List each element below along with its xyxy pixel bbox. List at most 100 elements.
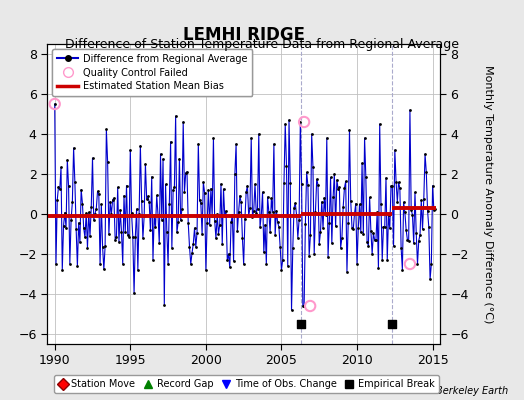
Point <box>354 225 363 231</box>
Point <box>379 223 388 230</box>
Point <box>326 174 335 181</box>
Point <box>309 164 317 170</box>
Point <box>192 244 200 250</box>
Point <box>121 229 129 236</box>
Point <box>208 212 216 219</box>
Point <box>343 268 351 275</box>
Point <box>266 229 274 236</box>
Point <box>267 195 276 202</box>
Point <box>241 216 249 222</box>
Point <box>114 184 122 190</box>
Point <box>232 141 241 147</box>
Point <box>200 190 209 196</box>
Point <box>370 237 379 244</box>
Point <box>335 184 344 190</box>
Point <box>177 217 185 224</box>
Point <box>236 192 244 199</box>
Point <box>171 113 180 119</box>
Point <box>78 200 86 207</box>
Point <box>81 234 89 240</box>
Point <box>362 174 370 181</box>
Point <box>53 197 61 203</box>
Point <box>184 220 192 226</box>
Point <box>348 224 356 231</box>
Point <box>52 261 60 267</box>
Point <box>159 156 167 162</box>
Point <box>282 162 291 169</box>
Point <box>412 230 420 236</box>
Point <box>274 219 282 226</box>
Point <box>165 201 173 208</box>
Point <box>100 266 108 272</box>
Point <box>431 206 439 212</box>
Point <box>96 261 104 267</box>
Point <box>102 126 111 133</box>
Point <box>167 138 175 145</box>
Point <box>289 245 297 252</box>
Point <box>107 211 116 217</box>
Point <box>387 183 395 189</box>
Point <box>311 208 320 215</box>
Point <box>73 263 82 269</box>
Point <box>206 185 215 192</box>
Point <box>136 142 145 149</box>
Point <box>161 181 170 188</box>
Point <box>106 199 114 205</box>
Point <box>89 155 97 161</box>
Point <box>141 161 149 167</box>
Point <box>162 228 171 235</box>
Point <box>423 208 432 214</box>
Point <box>103 159 112 165</box>
Point <box>304 182 312 189</box>
Point <box>319 225 327 232</box>
Point <box>314 182 322 188</box>
Point <box>306 303 314 309</box>
Point <box>228 212 236 218</box>
Point <box>209 135 217 141</box>
Point <box>77 186 85 193</box>
Point <box>315 241 323 247</box>
Point <box>376 121 384 127</box>
Point <box>111 237 119 244</box>
Point <box>160 302 169 308</box>
Point <box>212 235 220 242</box>
Point <box>285 117 293 123</box>
Point <box>342 178 350 184</box>
Point <box>384 212 392 218</box>
Legend: Difference from Regional Average, Quality Control Failed, Estimated Station Mean: Difference from Regional Average, Qualit… <box>52 49 253 96</box>
Point <box>352 200 360 207</box>
Point <box>340 185 348 191</box>
Point <box>224 251 233 257</box>
Point <box>181 170 190 176</box>
Point <box>213 211 222 218</box>
Point <box>407 206 416 213</box>
Point <box>84 209 93 216</box>
Point <box>214 231 223 237</box>
Point <box>406 107 414 113</box>
Text: Berkeley Earth: Berkeley Earth <box>436 386 508 396</box>
Point <box>116 207 124 213</box>
Point <box>427 261 435 267</box>
Point <box>122 182 130 189</box>
Point <box>416 232 424 238</box>
Point <box>302 169 311 176</box>
Point <box>334 186 342 192</box>
Point <box>71 179 79 186</box>
Point <box>306 232 314 238</box>
Point <box>283 262 292 269</box>
Point <box>117 228 126 235</box>
Point <box>187 261 195 267</box>
Point <box>220 186 228 192</box>
Legend: Station Move, Record Gap, Time of Obs. Change, Empirical Break: Station Move, Record Gap, Time of Obs. C… <box>54 375 439 393</box>
Point <box>276 244 285 251</box>
Point <box>248 213 257 220</box>
Point <box>242 189 250 195</box>
Point <box>169 187 177 194</box>
Point <box>279 256 287 263</box>
Point <box>199 179 208 186</box>
Point <box>203 220 211 226</box>
Point <box>280 180 288 186</box>
Point <box>328 240 336 246</box>
Point <box>57 164 65 170</box>
Point <box>402 227 410 233</box>
